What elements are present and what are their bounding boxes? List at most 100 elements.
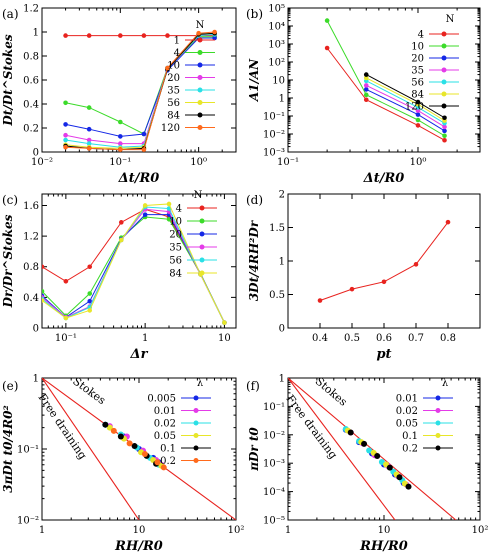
data-point [363,87,369,92]
y-tick-label: 10⁻² [263,130,285,141]
data-point [86,126,92,132]
x-axis-label: Δr [130,347,149,362]
data-point [117,433,124,440]
x-tick-label: 10⁻¹ [55,333,77,344]
y-axis-label: A1/AN [247,58,261,102]
data-point [131,443,138,450]
y-tick-label: 0 [33,324,39,335]
data-point [42,298,45,303]
legend-marker [193,420,199,426]
plot-frame [41,7,237,153]
legend-marker [441,103,447,109]
legend-title: λ [197,378,204,389]
legend-title: λ [442,378,449,389]
y-axis-label: Dr/Dr^Stokes [1,214,15,308]
data-point [126,440,133,447]
data-point [118,237,124,243]
y-tick-label: 10⁻⁴ [263,487,285,498]
legend-marker [441,67,447,73]
series-10 [63,35,217,139]
legend-label: 20 [169,230,182,241]
legend-marker [441,79,447,85]
data-point [86,141,92,146]
x-axis-label: RH/R0 [359,539,408,554]
data-point [415,105,421,110]
data-point [363,97,369,103]
data-point [87,298,93,304]
data-point [141,451,148,458]
data-point [86,33,92,38]
data-point [102,421,109,428]
data-point [118,119,123,125]
data-point [86,137,92,143]
legend-title: N [194,190,203,201]
legend-label: 56 [167,98,180,109]
data-point [324,18,330,23]
data-point [363,92,369,98]
panel-label: (d) [246,193,263,207]
series-0.2 [110,427,167,471]
x-tick-label: 10 [218,333,231,344]
data-point [154,459,161,466]
legend-label: 0.01 [396,394,418,405]
legend-label: 10 [411,42,424,53]
data-point [324,45,330,51]
legend-marker [199,231,205,237]
data-point [63,144,68,150]
legend-marker [435,408,441,413]
data-point [415,108,421,113]
data-point [63,278,69,284]
data-point [386,464,393,471]
legend-marker [193,445,199,451]
plot-area [63,29,217,152]
legend-label: 56 [169,256,182,267]
data-point [442,128,447,134]
data-point [118,141,123,146]
legend-label: 0.2 [402,444,418,455]
legend-label: 0.01 [154,406,176,417]
y-axis-label: Dt/Dt^Stokes [1,34,15,126]
series-line [42,203,225,323]
series-84 [63,30,217,152]
data-point [165,33,170,38]
legend-marker [435,420,441,426]
series-10 [324,18,447,139]
reference-line [288,378,396,520]
x-tick-label: 10⁻¹ [109,157,131,168]
x-tick-label: 1 [285,525,291,536]
y-tick-label: 1.5 [269,223,285,234]
series-1 [63,33,217,38]
legend-label: 4 [418,30,424,41]
data-point [415,123,421,128]
legend-marker [197,112,203,118]
data-point [63,137,68,143]
series-line [326,47,445,141]
x-axis-label: Δt/R0 [363,171,405,186]
legend-marker [197,62,203,68]
legend-label: 0.2 [160,456,176,467]
x-tick-label: 10² [472,525,489,536]
data-point [141,33,147,38]
legend-marker [199,270,205,276]
legend-label: 35 [169,243,182,254]
data-point [166,216,172,222]
data-point [415,99,421,105]
plot-area [317,219,451,303]
legend-marker [197,125,203,130]
y-tick-label: 10³ [268,40,285,51]
data-point [87,264,93,270]
data-point [63,100,68,106]
data-point [415,117,421,123]
y-tick-label: 0 [279,324,285,335]
plot-frame [287,377,481,521]
reference-line [288,378,457,520]
legend-marker [441,91,447,97]
y-tick-label: 10⁻³ [263,148,285,159]
y-tick-label: 1 [279,94,285,105]
panel-label: (f) [246,379,260,393]
x-tick-label: 0.4 [312,333,328,344]
x-tick-label: 10⁰ [410,157,427,168]
data-point [118,134,123,139]
x-tick-label: 10 [378,525,391,536]
